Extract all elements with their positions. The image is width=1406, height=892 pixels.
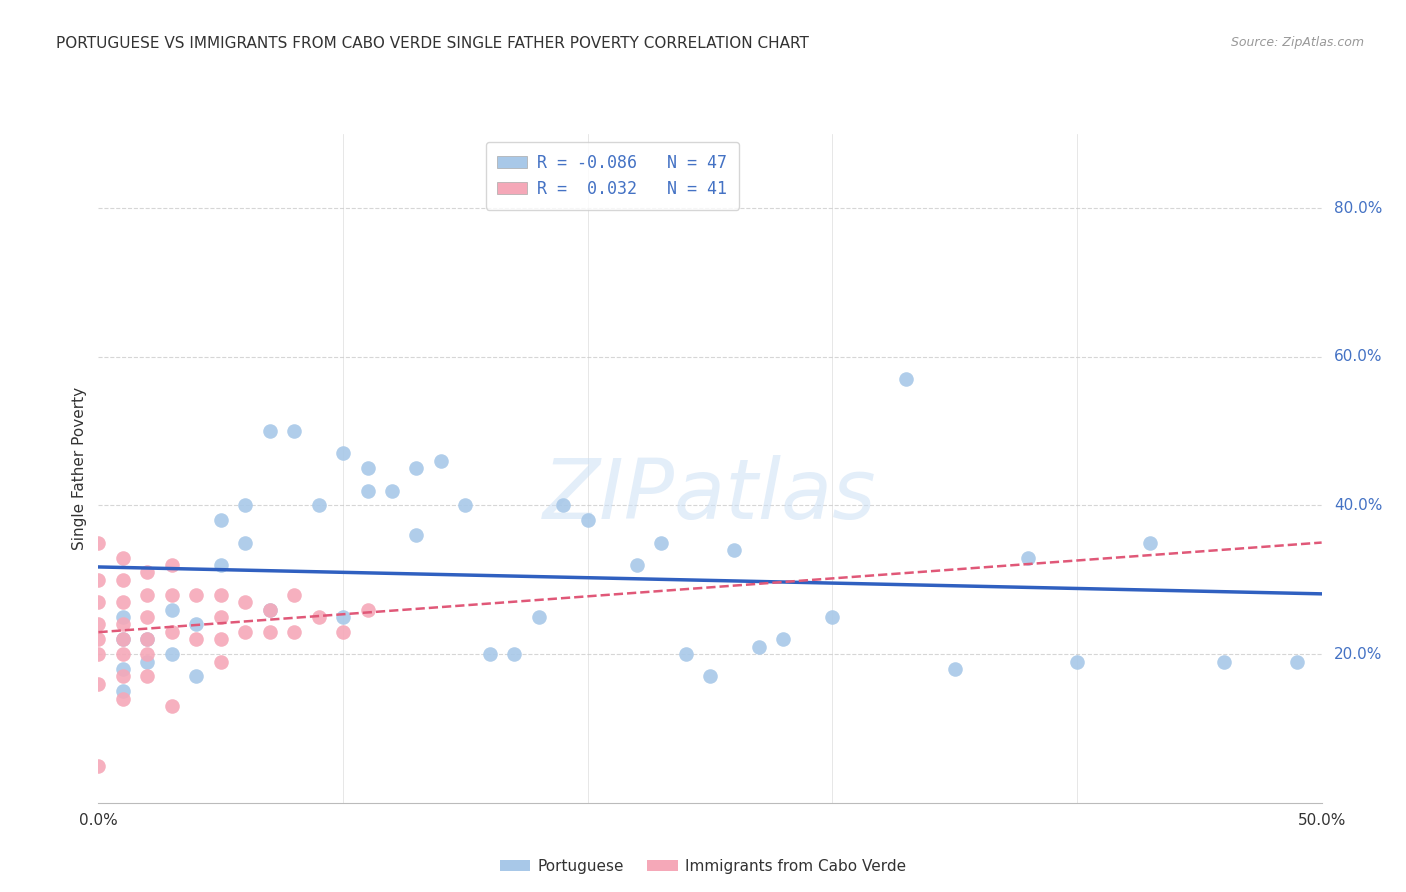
- Point: [87, 617, 110, 632]
- Text: 60.0%: 60.0%: [1334, 350, 1382, 364]
- Point: [259, 602, 281, 616]
- Point: [405, 461, 427, 475]
- Point: [356, 602, 378, 616]
- Y-axis label: Single Father Poverty: Single Father Poverty: [72, 387, 87, 549]
- Point: [1139, 535, 1161, 549]
- Text: 20.0%: 20.0%: [1334, 647, 1382, 662]
- Point: [209, 558, 232, 572]
- Point: [576, 513, 599, 527]
- Point: [136, 566, 159, 580]
- Point: [1286, 655, 1309, 669]
- Point: [553, 499, 575, 513]
- Point: [186, 632, 208, 647]
- Point: [233, 499, 256, 513]
- Point: [283, 624, 305, 639]
- Point: [209, 655, 232, 669]
- Point: [233, 595, 256, 609]
- Text: PORTUGUESE VS IMMIGRANTS FROM CABO VERDE SINGLE FATHER POVERTY CORRELATION CHART: PORTUGUESE VS IMMIGRANTS FROM CABO VERDE…: [56, 36, 808, 51]
- Point: [699, 669, 721, 683]
- Point: [160, 647, 183, 661]
- Point: [136, 632, 159, 647]
- Text: Source: ZipAtlas.com: Source: ZipAtlas.com: [1230, 36, 1364, 49]
- Point: [209, 513, 232, 527]
- Point: [136, 647, 159, 661]
- Point: [136, 610, 159, 624]
- Point: [87, 595, 110, 609]
- Point: [233, 535, 256, 549]
- Point: [626, 558, 648, 572]
- Point: [259, 624, 281, 639]
- Point: [650, 535, 672, 549]
- Point: [160, 602, 183, 616]
- Point: [308, 499, 330, 513]
- Point: [259, 424, 281, 438]
- Point: [160, 588, 183, 602]
- Point: [111, 691, 134, 706]
- Point: [87, 573, 110, 587]
- Legend: R = -0.086   N = 47, R =  0.032   N = 41: R = -0.086 N = 47, R = 0.032 N = 41: [485, 142, 738, 210]
- Point: [87, 535, 110, 549]
- Point: [111, 617, 134, 632]
- Point: [943, 662, 966, 676]
- Legend: Portuguese, Immigrants from Cabo Verde: Portuguese, Immigrants from Cabo Verde: [494, 853, 912, 880]
- Point: [111, 669, 134, 683]
- Point: [332, 610, 354, 624]
- Point: [283, 424, 305, 438]
- Point: [454, 499, 477, 513]
- Point: [87, 632, 110, 647]
- Point: [1212, 655, 1234, 669]
- Point: [209, 610, 232, 624]
- Point: [308, 610, 330, 624]
- Point: [405, 528, 427, 542]
- Point: [821, 610, 844, 624]
- Point: [332, 624, 354, 639]
- Point: [186, 617, 208, 632]
- Point: [136, 669, 159, 683]
- Point: [111, 610, 134, 624]
- Point: [430, 454, 453, 468]
- Point: [136, 632, 159, 647]
- Point: [87, 758, 110, 772]
- Point: [87, 647, 110, 661]
- Point: [894, 372, 917, 386]
- Point: [209, 632, 232, 647]
- Point: [478, 647, 501, 661]
- Point: [136, 588, 159, 602]
- Point: [186, 588, 208, 602]
- Point: [111, 684, 134, 698]
- Text: 40.0%: 40.0%: [1334, 498, 1382, 513]
- Point: [1066, 655, 1088, 669]
- Point: [259, 602, 281, 616]
- Point: [209, 588, 232, 602]
- Point: [111, 647, 134, 661]
- Point: [160, 699, 183, 714]
- Point: [1017, 550, 1039, 565]
- Point: [332, 446, 354, 460]
- Point: [675, 647, 697, 661]
- Point: [186, 669, 208, 683]
- Point: [356, 461, 378, 475]
- Point: [87, 677, 110, 691]
- Point: [527, 610, 550, 624]
- Point: [136, 655, 159, 669]
- Point: [111, 632, 134, 647]
- Point: [111, 573, 134, 587]
- Point: [748, 640, 770, 654]
- Text: ZIPatlas: ZIPatlas: [543, 455, 877, 535]
- Point: [111, 550, 134, 565]
- Point: [772, 632, 794, 647]
- Point: [233, 624, 256, 639]
- Point: [283, 588, 305, 602]
- Point: [503, 647, 526, 661]
- Point: [111, 632, 134, 647]
- Point: [111, 595, 134, 609]
- Point: [381, 483, 404, 498]
- Point: [160, 558, 183, 572]
- Point: [111, 662, 134, 676]
- Point: [356, 483, 378, 498]
- Point: [723, 543, 745, 558]
- Text: 80.0%: 80.0%: [1334, 201, 1382, 216]
- Point: [160, 624, 183, 639]
